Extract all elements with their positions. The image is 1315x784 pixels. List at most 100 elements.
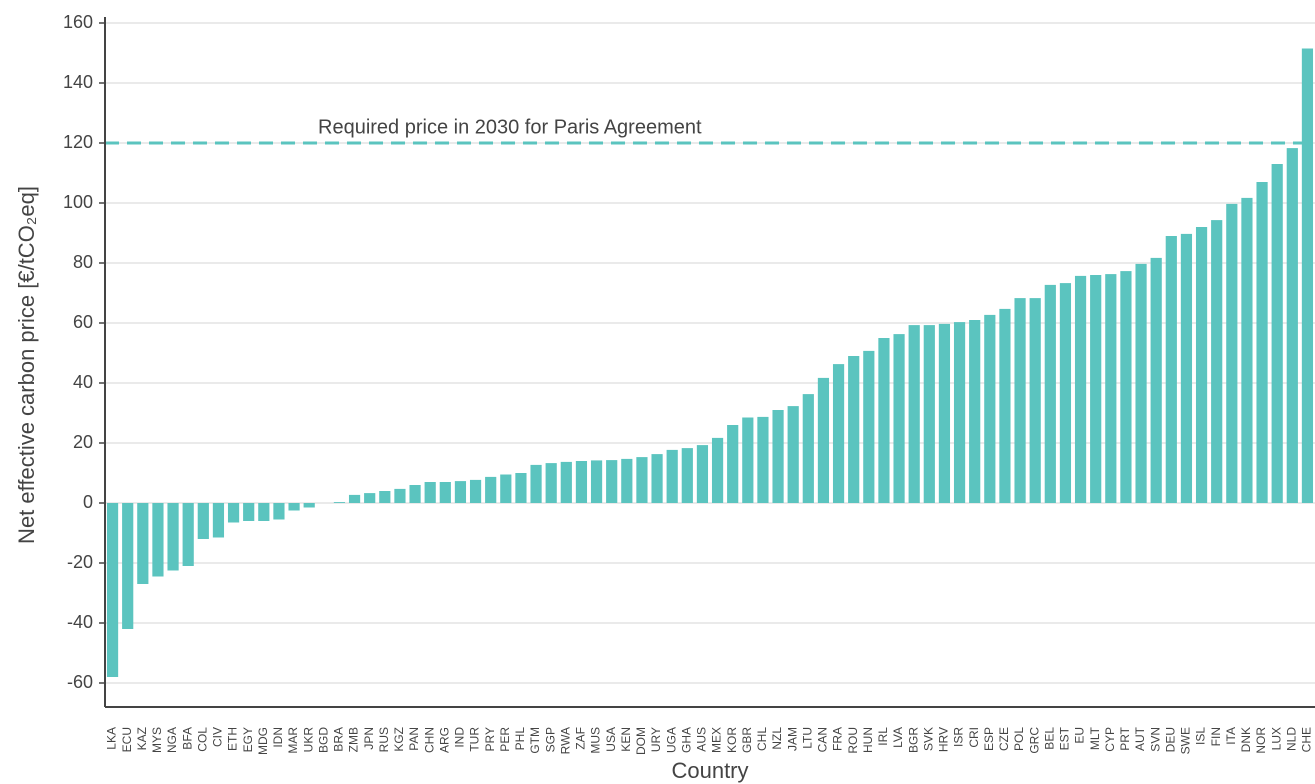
x-tick-label: AUS: [695, 727, 709, 752]
x-tick-label: MYS: [150, 727, 164, 753]
x-tick-label: DEU: [1163, 727, 1177, 752]
bar: [364, 493, 376, 503]
x-tick-label: MEX: [710, 727, 724, 753]
x-tick-label: GRC: [1027, 727, 1041, 754]
x-tick-label: ARG: [437, 727, 451, 753]
x-tick-label: BFA: [180, 727, 194, 750]
bar: [439, 482, 451, 503]
bar: [545, 463, 557, 503]
bar: [606, 460, 618, 503]
x-tick-label: LVA: [891, 727, 905, 748]
y-tick-label: -20: [67, 552, 93, 572]
x-tick-label: BGR: [906, 727, 920, 753]
bar: [621, 458, 633, 503]
y-tick-label: 0: [83, 492, 93, 512]
bar: [1195, 227, 1208, 503]
bar: [863, 350, 875, 503]
x-tick-label: SGP: [543, 727, 557, 752]
bar: [696, 445, 709, 503]
x-tick-label: SVN: [1148, 727, 1162, 752]
bar: [757, 416, 769, 503]
x-tick-label: CAN: [816, 727, 830, 752]
y-axis-label: Net effective carbon price [€/tCO₂eq]: [14, 186, 39, 544]
x-tick-label: BGD: [316, 727, 330, 753]
y-tick-label: 100: [63, 192, 93, 212]
x-tick-label: GTM: [528, 727, 542, 754]
bar: [681, 448, 693, 503]
x-tick-label: PRY: [483, 727, 497, 751]
x-tick-label: CYP: [1103, 727, 1117, 752]
bar: [469, 479, 482, 503]
y-tick-label: 120: [63, 132, 93, 152]
x-tick-label: UKR: [301, 727, 315, 753]
x-tick-label: HUN: [861, 727, 875, 753]
bar: [454, 481, 467, 503]
x-tick-label: PRT: [1118, 726, 1132, 750]
x-tick-label: NGA: [165, 727, 179, 753]
bar: [817, 377, 830, 503]
bar: [227, 503, 240, 523]
bar: [1029, 298, 1041, 503]
x-tick-label: LKA: [105, 727, 119, 750]
x-tick-label: RWA: [558, 727, 572, 754]
x-tick-label: ESP: [982, 727, 996, 751]
bar: [258, 503, 270, 521]
bar: [832, 364, 845, 503]
x-tick-label: PAN: [407, 727, 421, 751]
x-tick-label: JPN: [362, 727, 376, 750]
x-tick-label: MAR: [286, 727, 300, 754]
bar: [1271, 164, 1283, 503]
y-tick-label: 60: [73, 312, 93, 332]
x-tick-label: FRA: [831, 727, 845, 751]
bar: [152, 503, 164, 577]
bar: [409, 485, 421, 503]
x-tick-label: CRI: [967, 727, 981, 748]
x-tick-label: COL: [195, 727, 209, 752]
x-tick-label: RUS: [377, 727, 391, 752]
y-tick-label: -60: [67, 672, 93, 692]
bar: [1014, 298, 1026, 503]
bar: [288, 503, 300, 511]
x-tick-label: URY: [649, 727, 663, 752]
bar: [197, 503, 209, 539]
x-tick-label: GHA: [679, 727, 693, 753]
x-tick-label: SVK: [921, 727, 935, 751]
y-tick-label: 20: [73, 432, 93, 452]
bar: [969, 320, 981, 503]
x-tick-label: NLD: [1284, 727, 1298, 751]
x-tick-label: ZAF: [574, 727, 588, 750]
x-tick-label: TUR: [468, 727, 482, 752]
x-tick-label: LUX: [1269, 727, 1283, 750]
y-tick-label: 80: [73, 252, 93, 272]
bar: [122, 503, 134, 629]
x-tick-label: DOM: [634, 727, 648, 755]
bar: [1135, 263, 1147, 503]
x-tick-label: CIV: [211, 727, 225, 747]
x-tick-label: CHN: [422, 727, 436, 753]
bar: [1226, 203, 1238, 503]
bar: [984, 314, 996, 503]
bar: [500, 474, 512, 503]
x-tick-label: FIN: [1209, 727, 1223, 746]
x-tick-label: CHL: [755, 727, 769, 751]
x-tick-label: NOR: [1254, 727, 1268, 754]
x-tick-label: EU: [1073, 727, 1087, 744]
bar: [212, 503, 225, 538]
x-tick-label: ETH: [226, 727, 240, 751]
x-tick-label: JAM: [785, 727, 799, 751]
bar: [878, 338, 890, 503]
x-tick-label: KAZ: [135, 727, 149, 750]
bar: [590, 460, 603, 503]
x-tick-label: ROU: [846, 727, 860, 754]
bar: [727, 425, 739, 503]
x-tick-label: BRA: [332, 727, 346, 752]
bar: [1165, 236, 1177, 503]
y-tick-label: 160: [63, 12, 93, 32]
bar: [348, 494, 361, 503]
bar: [1090, 275, 1102, 503]
bar: [1105, 274, 1117, 503]
bar: [1150, 257, 1162, 503]
bar: [848, 356, 860, 503]
bar: [772, 410, 784, 503]
